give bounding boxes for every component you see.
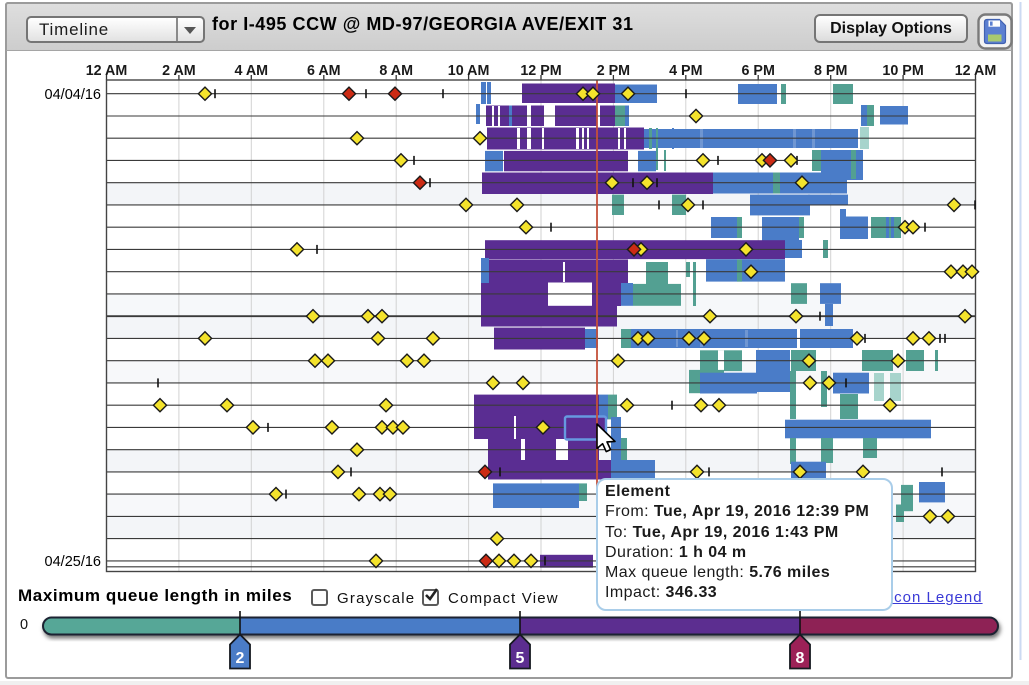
svg-text:4 AM: 4 AM	[234, 63, 268, 79]
svg-text:12 PM: 12 PM	[520, 63, 561, 79]
svg-text:8 AM: 8 AM	[379, 63, 413, 79]
svg-text:6 PM: 6 PM	[742, 63, 775, 79]
svg-text:04/25/16: 04/25/16	[45, 554, 101, 570]
svg-text:2 PM: 2 PM	[597, 63, 630, 79]
svg-text:5: 5	[516, 650, 525, 667]
svg-text:4 PM: 4 PM	[669, 63, 702, 79]
svg-text:6 AM: 6 AM	[307, 63, 341, 79]
svg-text:10 PM: 10 PM	[882, 63, 923, 79]
svg-text:8: 8	[796, 650, 805, 667]
svg-text:10 AM: 10 AM	[448, 63, 490, 79]
svg-text:12 AM: 12 AM	[955, 63, 997, 79]
svg-text:2: 2	[236, 650, 245, 667]
svg-text:12 AM: 12 AM	[86, 63, 128, 79]
svg-text:04/04/16: 04/04/16	[45, 87, 101, 103]
svg-text:8 PM: 8 PM	[814, 63, 847, 79]
svg-text:2 AM: 2 AM	[162, 63, 196, 79]
